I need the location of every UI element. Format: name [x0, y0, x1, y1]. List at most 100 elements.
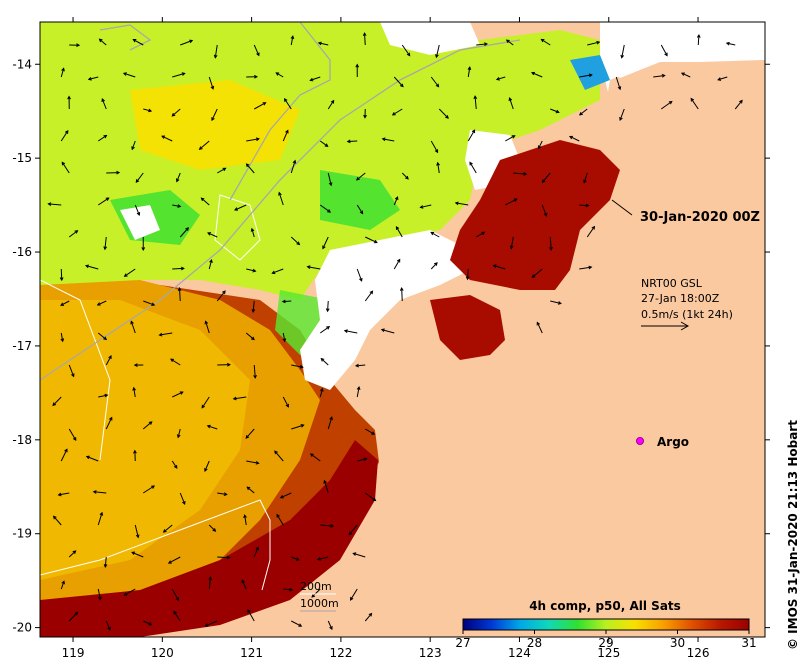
current-vector-arrow: [419, 204, 432, 209]
current-vector-arrow: [717, 76, 728, 81]
contour-1000m: [229, 22, 331, 201]
current-vector-arrow: [60, 67, 65, 78]
current-vector-arrow: [143, 300, 156, 306]
current-vector-arrow: [105, 416, 113, 430]
current-vector-arrow: [393, 196, 399, 206]
current-vector-arrow: [586, 225, 596, 238]
current-vector-arrow: [316, 556, 329, 561]
colorbar-tick-label: 27: [455, 636, 470, 650]
lon-tick-label: 124: [508, 646, 531, 660]
credit-label: © IMOS 31-Jan-2020 21:13 Hobart: [786, 420, 800, 650]
current-vector-arrow: [162, 524, 173, 533]
current-vector-arrow: [98, 38, 107, 46]
current-vector-arrow: [660, 100, 673, 110]
current-vector-arrow: [579, 203, 590, 208]
current-vector-arrow: [251, 300, 256, 313]
current-vector-arrow: [436, 161, 440, 174]
current-vector-arrow: [467, 66, 472, 78]
lon-tick-label: 126: [687, 646, 710, 660]
current-vector-arrow: [253, 546, 259, 558]
current-vector-arrow: [322, 236, 329, 250]
current-vector-arrow: [319, 387, 324, 398]
map-area: [40, 22, 765, 637]
current-vector-arrow: [123, 588, 136, 596]
current-vector-arrow: [327, 416, 333, 430]
land-dampier-peninsula: [460, 360, 490, 400]
current-vector-arrow: [176, 428, 181, 439]
current-vector-arrow: [52, 396, 62, 407]
current-vector-arrow: [505, 39, 514, 46]
current-vector-arrow: [170, 358, 181, 366]
current-vector-arrow: [158, 332, 173, 337]
current-vector-arrow: [540, 38, 551, 46]
current-vector-arrow: [245, 163, 255, 174]
current-vector-arrow: [583, 172, 588, 184]
current-vector-arrow: [454, 201, 469, 206]
current-vector-arrow: [306, 265, 321, 270]
argo-label: Argo: [657, 435, 689, 449]
current-vector-arrow: [67, 95, 71, 110]
current-vector-arrow: [106, 170, 121, 175]
current-vector-arrow: [680, 72, 691, 78]
current-vector-arrow: [364, 612, 373, 622]
current-vectors: [47, 32, 743, 631]
sst-field-hot-coast: [40, 440, 378, 637]
current-vector-arrow: [208, 76, 215, 90]
current-vector-arrow: [587, 40, 601, 46]
current-vector-arrow: [282, 396, 289, 408]
current-vector-arrow: [492, 264, 506, 270]
current-vector-arrow: [60, 129, 69, 142]
axis-ticks: [35, 17, 770, 642]
current-vector-arrow: [530, 71, 543, 78]
current-vector-arrow: [401, 44, 411, 57]
current-vector-arrow: [142, 485, 156, 494]
current-vector-arrow: [346, 139, 358, 144]
current-vector-arrow: [355, 172, 366, 181]
sst-field-yellow-patch: [130, 80, 300, 170]
current-vector-arrow: [282, 129, 289, 142]
no-data-cloud: [300, 230, 470, 390]
axis-tick-labels: 119 120 121 122 123 124 125 126 -14 -15 -16 -17 -18 -…: [12, 57, 709, 660]
current-vector-arrow: [208, 259, 213, 270]
current-vector-arrow: [391, 108, 403, 116]
current-vector-arrow: [495, 76, 506, 81]
lat-tick-label: -15: [12, 151, 32, 165]
current-vector-arrow: [276, 513, 284, 526]
current-vector-arrow: [250, 227, 255, 238]
current-vector-arrow: [550, 300, 562, 305]
colorbar-ticks: 27 28 29 30 31: [455, 630, 757, 650]
current-vector-arrow: [349, 588, 358, 601]
current-vector-arrow: [172, 391, 184, 398]
sst-field-green-patch: [320, 170, 400, 230]
current-vector-arrow: [92, 490, 107, 494]
land-kimberley: [360, 60, 765, 637]
current-vector-arrow: [395, 226, 403, 238]
current-vector-arrow: [355, 63, 360, 78]
current-vector-arrow: [438, 108, 449, 119]
argo-float-marker: [636, 437, 644, 445]
current-vector-arrow: [430, 76, 440, 88]
current-vector-arrow: [211, 108, 218, 122]
current-vector-arrow: [206, 424, 218, 430]
current-vector-arrow: [103, 236, 108, 251]
current-vector-arrow: [653, 73, 666, 78]
colorbar-tick-label: 28: [527, 636, 542, 650]
current-scale-label: 0.5m/s (1kt 24h): [641, 308, 733, 321]
lon-tick-label: 120: [151, 646, 174, 660]
current-vector-arrow: [161, 135, 173, 142]
current-vector-arrow: [278, 191, 284, 206]
current-vector-arrow: [435, 44, 440, 59]
current-vector-arrow: [365, 428, 376, 435]
current-vector-arrow: [550, 108, 560, 114]
current-vector-arrow: [132, 386, 136, 398]
cloud-over-land: [600, 22, 765, 78]
current-vector-arrow: [513, 172, 528, 176]
current-vector-arrow: [134, 524, 140, 539]
current-vector-arrow: [508, 97, 514, 110]
current-vector-arrow: [133, 363, 144, 367]
current-vector-arrow: [473, 95, 478, 110]
current-vector-arrow: [505, 135, 516, 142]
current-vector-arrow: [122, 72, 136, 78]
current-vector-arrow: [246, 268, 257, 273]
current-vector-arrow: [84, 264, 99, 270]
